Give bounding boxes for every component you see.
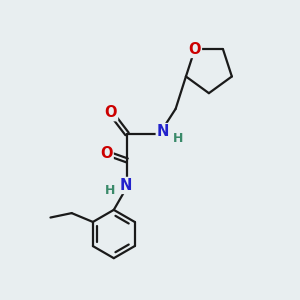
Text: H: H xyxy=(172,132,183,145)
Text: N: N xyxy=(157,124,169,139)
Text: N: N xyxy=(119,178,132,193)
Text: O: O xyxy=(105,105,117,120)
Text: O: O xyxy=(188,42,201,57)
Text: O: O xyxy=(100,146,113,160)
Text: H: H xyxy=(105,184,115,197)
